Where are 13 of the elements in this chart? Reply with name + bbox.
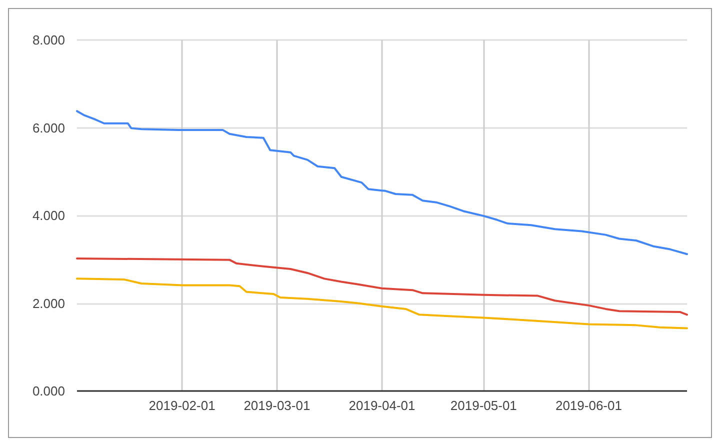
x-tick-label: 2019-02-01	[148, 398, 216, 413]
x-tick-label: 2019-06-01	[555, 398, 622, 413]
y-tick-label: 4.000	[32, 208, 65, 223]
x-tick-label: 2019-03-01	[244, 398, 310, 413]
y-tick-label: 2.000	[32, 296, 65, 311]
line-series	[76, 278, 688, 330]
line-series	[76, 110, 688, 256]
line-series	[76, 258, 688, 316]
x-tick-label: 2019-04-01	[348, 398, 416, 413]
y-tick-label: 0.000	[32, 384, 65, 398]
y-tick-label: 6.000	[32, 120, 65, 136]
y-tick-label: 8.000	[32, 32, 65, 48]
x-tick-label: 2019-05-01	[450, 398, 517, 413]
